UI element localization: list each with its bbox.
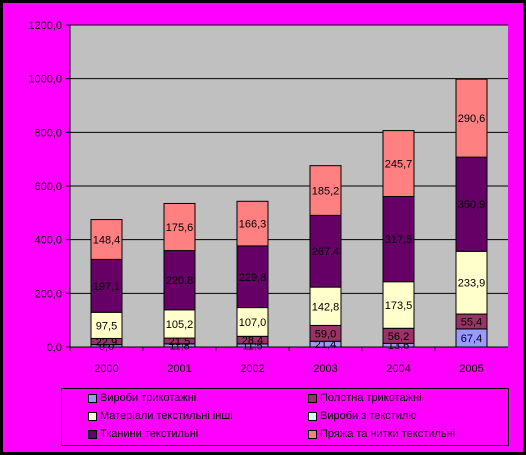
bar-segment (382, 281, 415, 329)
data-label: 105,2 (166, 319, 194, 331)
legend-label: Вироби трикотажні (100, 392, 197, 404)
legend-label: Матеріали текстильні інші (100, 410, 233, 422)
legend: Вироби трикотажні Полотна трикотажні Матер… (61, 388, 509, 446)
data-label: 317,5 (385, 234, 413, 246)
data-label: 148,4 (93, 234, 121, 246)
data-label: 173,5 (385, 300, 413, 312)
data-label: 197,1 (93, 281, 121, 293)
bar-segment (90, 311, 123, 339)
data-label: 175,6 (166, 222, 194, 234)
legend-label: Полотна трикотажні (320, 392, 422, 404)
bar-segment (455, 250, 488, 315)
legend-swatch (308, 394, 317, 403)
y-tick-label: 1000,0 (28, 74, 62, 86)
legend-swatch (88, 412, 97, 421)
bar-segment (382, 196, 415, 283)
bar-segment (309, 165, 342, 216)
y-tick-label: 200,0 (34, 288, 62, 300)
x-tick-label: 2002 (240, 363, 264, 375)
data-label: 107,0 (239, 317, 267, 329)
bar-segment (309, 214, 342, 288)
legend-swatch (308, 430, 317, 439)
data-label: 233,9 (458, 278, 486, 290)
bar-segment (455, 78, 488, 158)
bar-segment (90, 219, 123, 260)
y-tick-label: 1200,0 (28, 20, 62, 32)
data-label: 142,8 (312, 301, 340, 313)
data-label: 55,4 (461, 316, 482, 328)
data-label: 21,5 (169, 336, 190, 348)
y-tick-label: 800,0 (34, 127, 62, 139)
data-label: 21,4 (315, 339, 336, 351)
bar-segment (382, 130, 415, 198)
data-label: 22,9 (96, 337, 117, 349)
data-label: 220,8 (166, 275, 194, 287)
bar-segment (236, 200, 269, 247)
legend-swatch (88, 394, 97, 403)
x-tick-label: 2005 (459, 363, 483, 375)
bar-segment (163, 202, 196, 252)
data-label: 56,2 (388, 331, 409, 343)
data-label: 350,9 (458, 199, 486, 211)
data-label: 28,4 (242, 335, 263, 347)
y-tick-label: 0,0 (47, 342, 62, 354)
y-tick-label: 400,0 (34, 235, 62, 247)
data-label: 290,6 (458, 113, 486, 125)
y-tick-label: 600,0 (34, 181, 62, 193)
bar-segment (455, 156, 488, 252)
legend-label: Пряжа та нитки текстильні (320, 428, 456, 440)
x-tick-label: 2000 (94, 363, 118, 375)
legend-swatch (88, 430, 97, 439)
data-label: 267,4 (312, 246, 340, 258)
data-label: 59,0 (315, 328, 336, 340)
bar-segment (309, 286, 342, 326)
data-label: 97,5 (96, 320, 117, 332)
legend-label: Вироби з текстилю (320, 410, 417, 422)
legend-swatch (308, 412, 317, 421)
data-label: 185,2 (312, 186, 340, 198)
data-label: 67,4 (461, 333, 482, 345)
data-label: 229,8 (239, 272, 267, 284)
x-tick-label: 2003 (313, 363, 337, 375)
data-label: 245,7 (385, 159, 413, 171)
data-label: 166,3 (239, 219, 267, 231)
bar-segment (163, 250, 196, 311)
legend-label: Тканини текстильні (100, 428, 199, 440)
x-tick-label: 2004 (386, 363, 410, 375)
x-tick-label: 2001 (167, 363, 191, 375)
bar-segment (90, 258, 123, 313)
